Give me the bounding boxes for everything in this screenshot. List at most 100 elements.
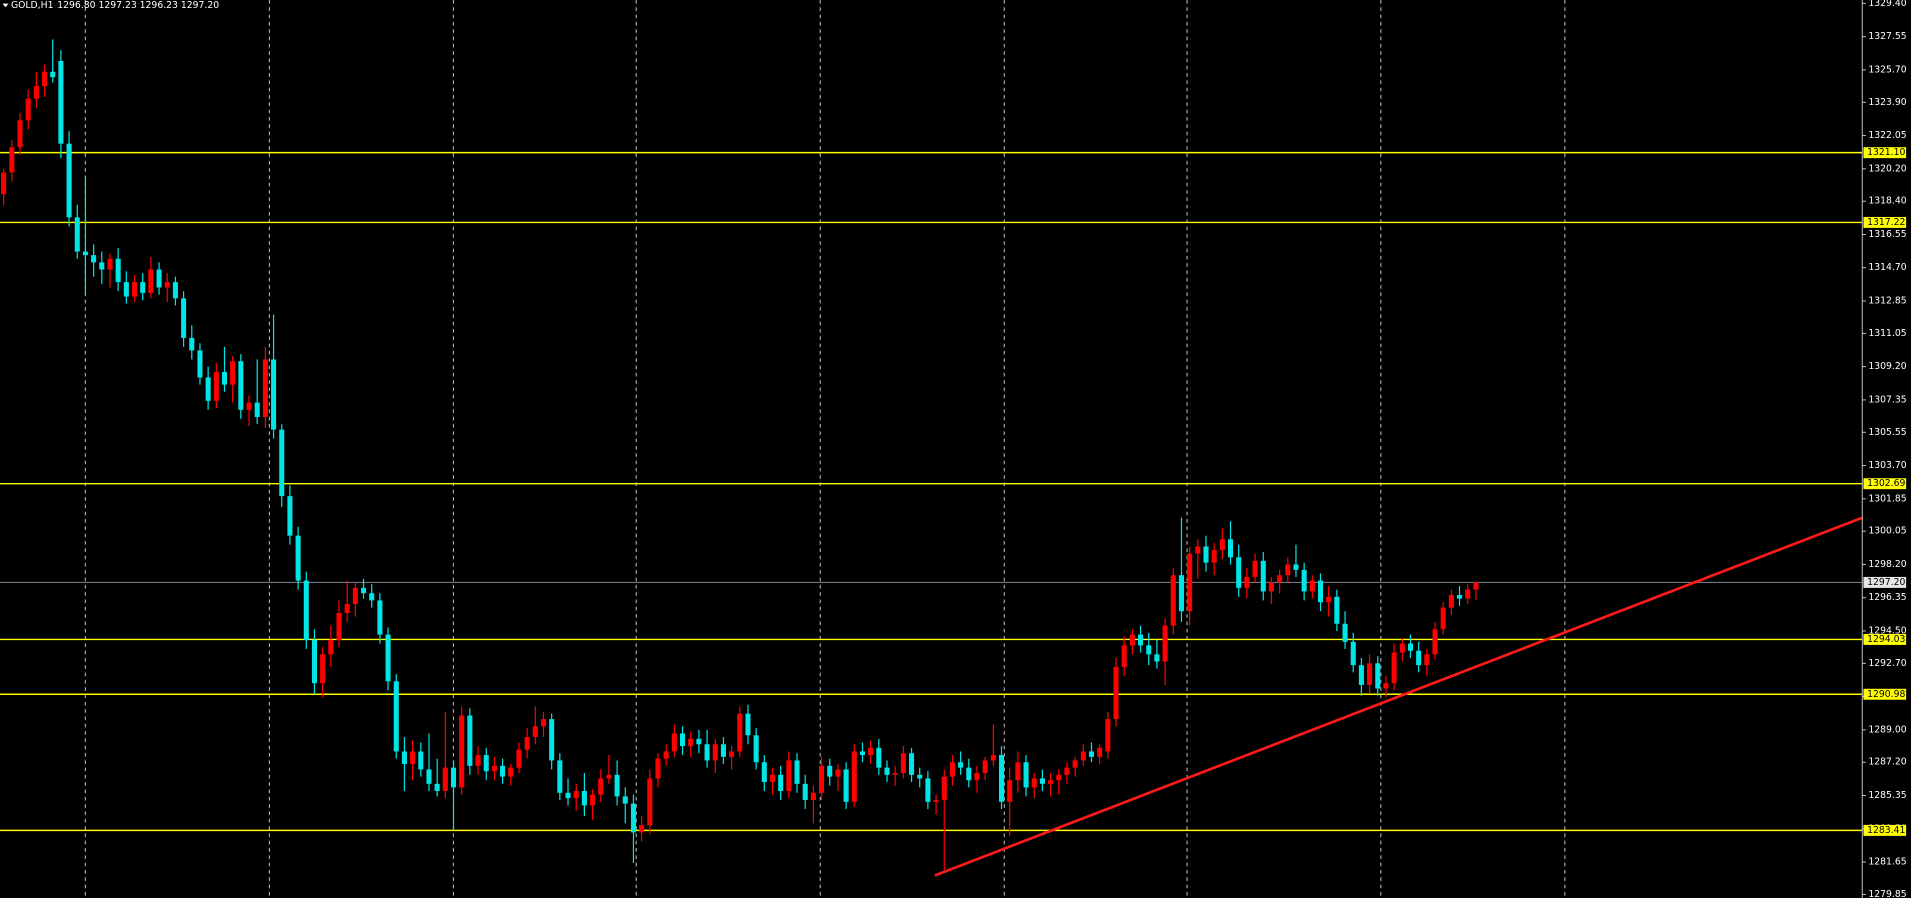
level-label: 1321.10 bbox=[1867, 147, 1905, 158]
candle-body bbox=[74, 217, 80, 252]
candle-body bbox=[540, 719, 547, 727]
candle-body bbox=[1211, 550, 1217, 563]
level-label: 1317.22 bbox=[1867, 217, 1905, 228]
candle-body bbox=[892, 773, 898, 775]
candle-body bbox=[1309, 580, 1315, 592]
candle-body bbox=[450, 767, 457, 788]
candle-body bbox=[230, 361, 236, 385]
candle-body bbox=[1416, 650, 1422, 666]
candle-body bbox=[1252, 560, 1258, 578]
candle-body bbox=[1154, 654, 1160, 662]
candle-body bbox=[729, 751, 735, 757]
candle-body bbox=[1097, 747, 1103, 757]
candle-body bbox=[1367, 663, 1373, 685]
candle-body bbox=[500, 765, 506, 777]
candle-body bbox=[810, 792, 816, 801]
candle-body bbox=[221, 372, 228, 385]
level-label-box bbox=[1863, 216, 1907, 228]
candle-body bbox=[328, 639, 334, 655]
candle-body bbox=[483, 755, 489, 772]
candle-body bbox=[50, 71, 56, 78]
candle-body bbox=[303, 580, 309, 640]
candle-body bbox=[647, 778, 653, 826]
level-label-box bbox=[1863, 478, 1907, 490]
candle-body bbox=[1260, 560, 1266, 592]
y-tick-label: 1311.05 bbox=[1868, 328, 1906, 339]
candle-body bbox=[851, 751, 857, 802]
candle-body bbox=[532, 726, 538, 738]
candle-body bbox=[164, 282, 170, 288]
candle-body bbox=[720, 744, 726, 757]
candle-body bbox=[344, 604, 350, 613]
candle-body bbox=[442, 767, 448, 792]
candle-body bbox=[900, 753, 906, 774]
candle-body bbox=[933, 800, 939, 802]
candle-body bbox=[459, 715, 465, 788]
candle-body bbox=[82, 251, 88, 256]
candle-body bbox=[1407, 643, 1414, 651]
candle-body bbox=[990, 755, 996, 761]
candle-body bbox=[336, 612, 342, 640]
candle-body bbox=[42, 71, 48, 87]
candle-body bbox=[369, 593, 375, 601]
candle-body bbox=[189, 337, 195, 351]
candle-body bbox=[254, 402, 260, 417]
candle-body bbox=[1178, 575, 1184, 612]
y-tick-label: 1296.35 bbox=[1868, 592, 1906, 603]
candle-body bbox=[434, 783, 440, 792]
candle-body bbox=[1080, 751, 1086, 761]
y-tick-label: 1320.20 bbox=[1868, 163, 1906, 174]
y-tick-label: 1309.20 bbox=[1868, 361, 1906, 372]
candle-body bbox=[949, 762, 955, 777]
candle-body bbox=[1219, 539, 1225, 551]
candle-body bbox=[1129, 634, 1135, 646]
level-label-box bbox=[1863, 824, 1907, 836]
candle-body bbox=[1227, 539, 1234, 558]
candle-body bbox=[377, 600, 383, 635]
last-price-label: 1297.20 bbox=[1867, 577, 1905, 588]
candle-body bbox=[712, 744, 718, 761]
candle-body bbox=[598, 778, 604, 795]
candle-body bbox=[213, 372, 219, 401]
candle-body bbox=[1301, 569, 1307, 592]
candle-body bbox=[819, 765, 825, 793]
y-tick-label: 1327.55 bbox=[1868, 31, 1906, 42]
candle-body bbox=[1170, 575, 1176, 626]
y-tick-label: 1294.50 bbox=[1868, 625, 1906, 636]
candle-body bbox=[1350, 641, 1356, 666]
candle-body bbox=[1162, 625, 1168, 662]
level-label: 1283.41 bbox=[1867, 825, 1905, 836]
y-tick-label: 1301.85 bbox=[1868, 493, 1906, 504]
candle-body bbox=[1121, 645, 1127, 667]
candle-body bbox=[1326, 596, 1332, 603]
candle-body bbox=[1399, 643, 1405, 653]
candle-body bbox=[25, 98, 31, 121]
candle-body bbox=[238, 361, 244, 410]
candle-body bbox=[1031, 778, 1037, 788]
header-prices: 1296.80 1297.23 1296.23 1297.20 bbox=[57, 0, 219, 11]
candle-body bbox=[33, 86, 39, 99]
candle-body bbox=[491, 765, 497, 772]
candle-body bbox=[99, 262, 105, 270]
candle-body bbox=[1064, 767, 1070, 775]
candle-body bbox=[565, 792, 571, 799]
candle-body bbox=[524, 737, 530, 750]
candle-body bbox=[761, 762, 767, 783]
candle-body bbox=[9, 147, 15, 173]
candle-body bbox=[140, 282, 146, 293]
candle-body bbox=[1, 172, 7, 195]
candle-body bbox=[401, 751, 407, 765]
y-tick-label: 1300.05 bbox=[1868, 526, 1906, 537]
candle-body bbox=[467, 715, 473, 766]
candle-body bbox=[385, 634, 391, 682]
candle-body bbox=[868, 747, 874, 756]
candle-body bbox=[549, 719, 555, 761]
menu-arrow[interactable] bbox=[2, 3, 9, 8]
y-tick-label: 1312.85 bbox=[1868, 296, 1906, 307]
candle-body bbox=[271, 359, 277, 430]
candle-body bbox=[123, 282, 129, 297]
candle-body bbox=[966, 767, 972, 781]
candle-body bbox=[590, 794, 596, 806]
